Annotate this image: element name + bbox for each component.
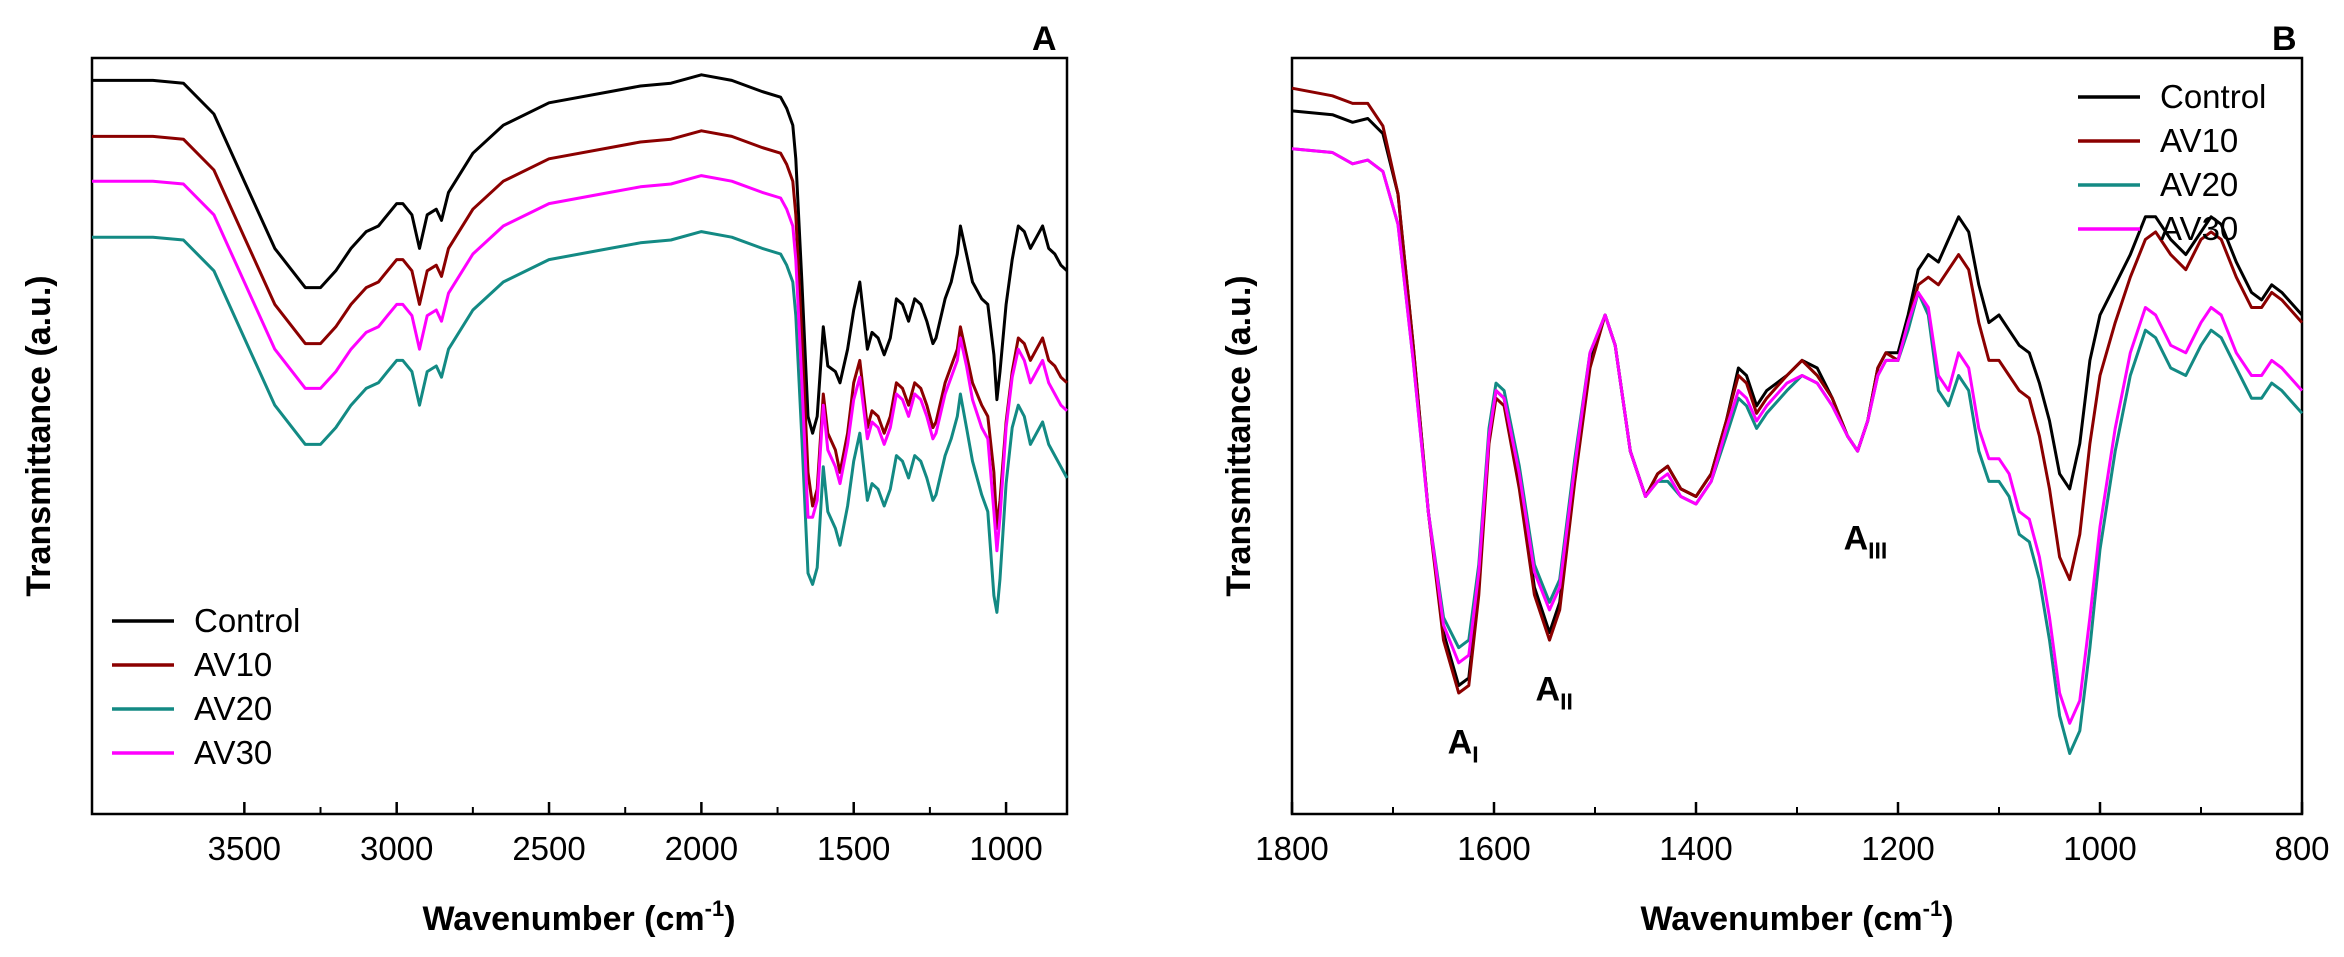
panel-b-y-axis-title: Transmittance (a.u.) bbox=[1220, 275, 1258, 596]
panel-a-y-axis-title: Transmittance (a.u.) bbox=[20, 275, 58, 596]
panel-a-x-ticks: 3500 3000 2500 2000 1500 1000 bbox=[208, 802, 1043, 867]
panel-a-series-lines bbox=[92, 73, 1069, 614]
series-line-av10 bbox=[1291, 86, 2304, 695]
panel-a-x-axis-title: Wavenumber (cm-1) bbox=[422, 896, 735, 938]
panel-a-legend: Control AV10 AV20 AV30 bbox=[112, 602, 300, 771]
panel-b-series-lines bbox=[1291, 86, 2304, 755]
panel-b-x-axis-title: Wavenumber (cm-1) bbox=[1640, 896, 1953, 938]
peak-annotation-iii: AIII bbox=[1844, 519, 1888, 563]
series-line-control bbox=[1291, 109, 2304, 687]
x-tick-label: 1600 bbox=[1457, 830, 1530, 867]
legend-label-av30: AV30 bbox=[194, 734, 272, 771]
panel-b-x-ticks: 1800 1600 1400 1200 1000 800 bbox=[1255, 802, 2330, 867]
x-tick-label: 1000 bbox=[2063, 830, 2136, 867]
panel-b-annotations: AI AII AIII bbox=[1448, 519, 1888, 767]
panel-b-label: B bbox=[2272, 20, 2297, 58]
legend-label-control: Control bbox=[194, 602, 300, 639]
x-tick-label: 3000 bbox=[360, 830, 433, 867]
x-tick-label: 1400 bbox=[1659, 830, 1732, 867]
panel-a: A 3500 3000 2500 2000 1500 1000 Wavenumber (c… bbox=[20, 20, 1069, 938]
series-line-av20 bbox=[1291, 147, 2304, 755]
panel-a-label: A bbox=[1032, 20, 1057, 58]
legend-label-av20: AV20 bbox=[194, 690, 272, 727]
x-tick-label: 1000 bbox=[969, 830, 1042, 867]
x-tick-label: 800 bbox=[2274, 830, 2329, 867]
peak-annotation-i: AI bbox=[1448, 724, 1479, 768]
x-tick-label: 2500 bbox=[512, 830, 585, 867]
panel-b: B 1800 1600 1400 1200 1000 800 AI AII AIII Wave… bbox=[1220, 20, 2330, 938]
x-tick-label: 1800 bbox=[1255, 830, 1328, 867]
legend-label-av20: AV20 bbox=[2160, 166, 2238, 203]
series-line-av30 bbox=[92, 174, 1069, 553]
legend-label-control: Control bbox=[2160, 78, 2266, 115]
legend-label-av10: AV10 bbox=[2160, 122, 2238, 159]
series-line-av20 bbox=[92, 230, 1069, 614]
series-line-control bbox=[92, 73, 1069, 435]
legend-label-av10: AV10 bbox=[194, 646, 272, 683]
panel-b-legend: Control AV10 AV20 AV30 bbox=[2078, 78, 2266, 247]
x-tick-label: 1200 bbox=[1861, 830, 1934, 867]
x-tick-label: 2000 bbox=[665, 830, 738, 867]
legend-label-av30: AV30 bbox=[2160, 210, 2238, 247]
panel-a-plot-frame bbox=[90, 56, 1069, 816]
x-tick-label: 1500 bbox=[817, 830, 890, 867]
series-line-av10 bbox=[92, 129, 1069, 530]
x-tick-label: 3500 bbox=[208, 830, 281, 867]
series-line-av30 bbox=[1291, 147, 2304, 725]
panel-b-plot-frame bbox=[1290, 56, 2304, 816]
peak-annotation-ii: AII bbox=[1536, 671, 1573, 715]
